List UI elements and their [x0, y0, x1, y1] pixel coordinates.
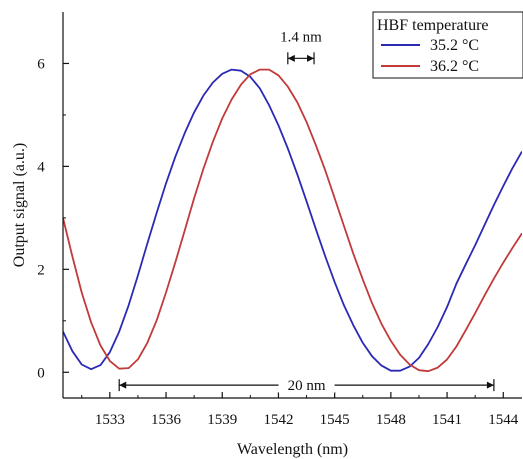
annotation-label-bg — [278, 375, 335, 394]
annotation-label: 20 nm — [288, 378, 326, 394]
legend-label-2: 36.2 °C — [430, 58, 479, 75]
x-tick-label: 1536 — [151, 412, 182, 428]
x-tick-label: 1545 — [320, 412, 350, 428]
y-axis-title: Output signal (a.u.) — [11, 143, 28, 267]
x-tick-label: 1544 — [488, 412, 519, 428]
series-line-1 — [63, 68, 522, 372]
legend-label-1: 35.2 °C — [430, 37, 479, 54]
x-tick-label: 1541 — [432, 412, 462, 428]
y-tick-label: 2 — [37, 262, 45, 278]
annotation-arrow-right — [307, 54, 315, 62]
annotation-arrow-right — [486, 381, 494, 389]
series-line-2 — [63, 68, 522, 373]
x-tick-label: 1533 — [95, 412, 125, 428]
annotation-arrow-left — [287, 54, 295, 62]
x-axis-title: Wavelength (nm) — [237, 441, 348, 458]
legend: HBF temperature 35.2 °C 36.2 °C — [372, 11, 523, 79]
annotation-1: 1.4 nm — [280, 29, 322, 65]
legend-title: HBF temperature — [377, 17, 489, 34]
x-tick-label: 1539 — [207, 412, 237, 428]
y-tick-label: 0 — [37, 365, 45, 381]
y-tick-label: 6 — [37, 56, 45, 72]
x-tick-label: 1542 — [263, 412, 293, 428]
annotation-label: 1.4 nm — [280, 29, 322, 45]
y-tick-label: 4 — [37, 159, 45, 175]
annotation-arrow-left — [119, 381, 127, 389]
annotation-2: 20 nm — [118, 375, 495, 394]
x-tick-label: 1548 — [376, 412, 406, 428]
plot-area: 0 2 4 6 1533 1536 1539 1542 1545 1548 1541 1544 Wave… — [11, 11, 523, 458]
